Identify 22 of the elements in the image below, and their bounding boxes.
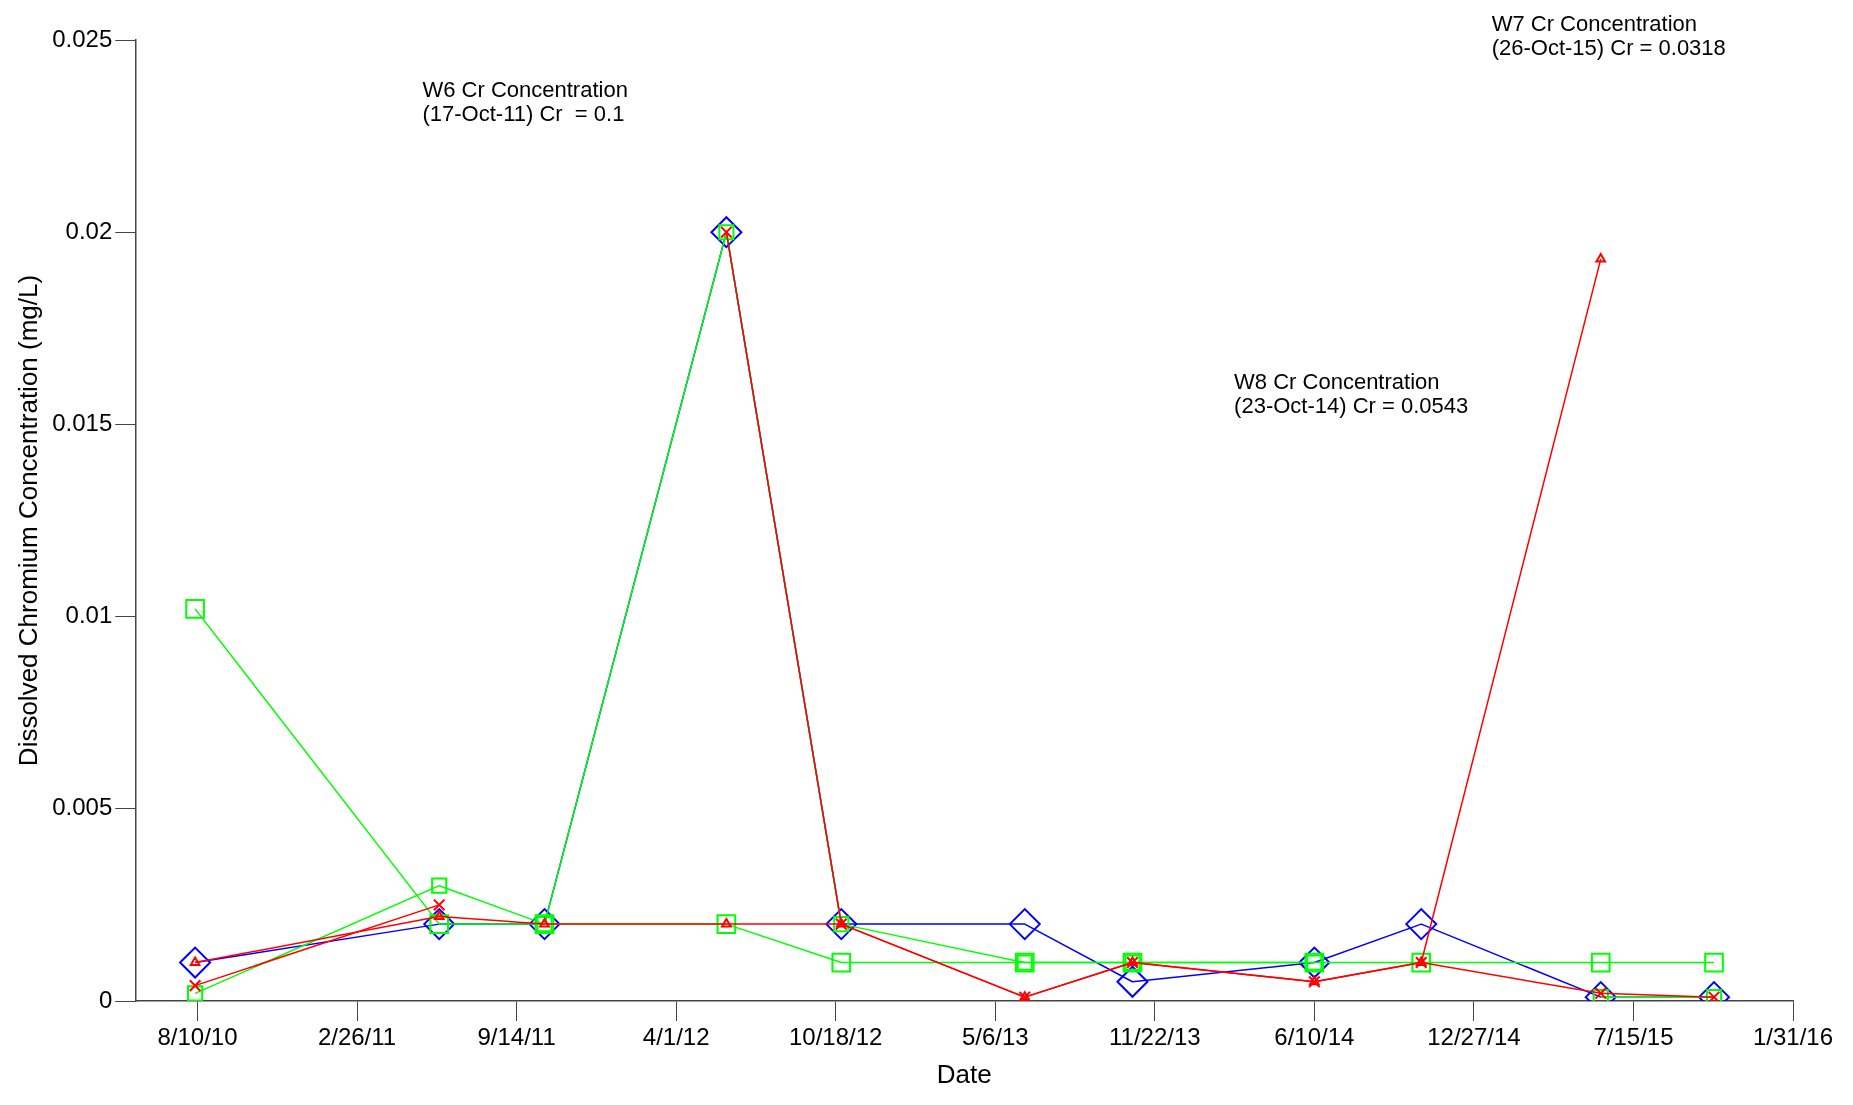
x-axis-title: Date: [936, 1058, 992, 1089]
x-tick-label: 11/22/13: [1108, 1023, 1201, 1051]
x-tick-label: 1/31/16: [1752, 1023, 1834, 1051]
y-tick-label: 0.015: [52, 409, 113, 437]
x-tick-label: 7/15/15: [1593, 1023, 1674, 1051]
x-tick-label: 9/14/11: [477, 1023, 556, 1051]
x-tick-label: 2/26/11: [317, 1023, 397, 1051]
x-tick-label: 6/10/14: [1274, 1023, 1355, 1051]
y-axis-title: Dissolved Chromium Concentration (mg/L): [12, 274, 43, 767]
y-tick-label: 0.025: [52, 24, 113, 52]
y-tick-label: 0.005: [52, 793, 113, 821]
x-tick-label: 8/10/10: [157, 1023, 238, 1051]
y-tick-label: 0.01: [65, 601, 113, 629]
y-tick-label: 0.02: [65, 216, 113, 244]
y-tick-label: 0: [98, 985, 113, 1013]
x-tick-label: 10/18/12: [788, 1023, 883, 1051]
x-tick-label: 5/6/13: [961, 1023, 1029, 1051]
x-tick-label: 4/1/12: [642, 1023, 710, 1051]
x-tick-label: 12/27/14: [1427, 1023, 1521, 1051]
annotation: W7 Cr Concentration (26-Oct-15) Cr = 0.0318: [1491, 11, 1726, 61]
annotation: W8 Cr Concentration (23-Oct-14) Cr = 0.0543: [1234, 369, 1469, 419]
annotation: W6 Cr Concentration (17-Oct-11) Cr = 0.1: [422, 77, 628, 127]
